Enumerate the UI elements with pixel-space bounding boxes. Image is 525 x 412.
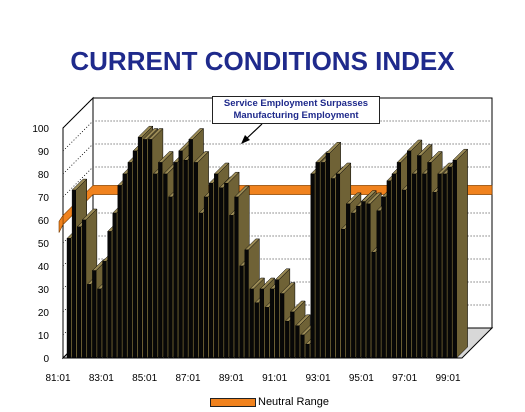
neutral-range-band-edge [58,214,64,233]
x-tick-99-01: 99:01 [435,373,460,384]
annotation-arrow-head [241,135,250,144]
gridline-100 [62,97,492,129]
y-tick-90: 90 [38,147,50,158]
annotation-line-2: Manufacturing Employment [233,110,359,121]
y-axis-tick-labels: 0 10 20 30 40 50 60 70 80 90 100 [32,124,49,365]
x-tick-81-01: 81:01 [45,373,70,384]
annotation-line-1: Service Employment Surpasses [223,98,369,109]
y-tick-20: 20 [38,308,50,319]
x-axis-tick-labels: 81:01 83:01 85:01 87:01 89:01 91:01 93:01 95:01… [45,373,460,384]
neutral-range-band-front [58,214,462,359]
x-tick-91-01: 91:01 [262,373,287,384]
x-tick-83-01: 83:01 [89,373,114,384]
y-tick-30: 30 [38,285,50,296]
y-tick-80: 80 [38,170,50,181]
gridline-70 [62,166,492,198]
x-tick-93-01: 93:01 [305,373,330,384]
y-tick-40: 40 [38,262,50,273]
chart-title: CURRENT CONDITIONS INDEX [70,46,455,76]
x-tick-87-01: 87:01 [175,373,200,384]
gridline-90 [62,120,492,152]
x-tick-97-01: 97:01 [392,373,417,384]
y-tick-100: 100 [32,124,49,135]
y-tick-50: 50 [38,239,50,250]
legend: Neutral Range [210,395,329,409]
legend-swatch-neutral-range [210,397,256,407]
y-tick-60: 60 [38,216,50,227]
x-tick-89-01: 89:01 [219,373,244,384]
bars [66,125,469,359]
legend-label-neutral-range: Neutral Range [258,396,329,408]
bar-76 [452,148,469,359]
x-tick-95-01: 95:01 [349,373,374,384]
annotation-box: Service Employment Surpasses Manufacturi… [212,96,380,124]
gridline-80 [62,143,492,175]
y-tick-10: 10 [38,331,50,342]
x-tick-85-01: 85:01 [132,373,157,384]
y-tick-0: 0 [43,354,49,365]
y-tick-70: 70 [38,193,50,204]
